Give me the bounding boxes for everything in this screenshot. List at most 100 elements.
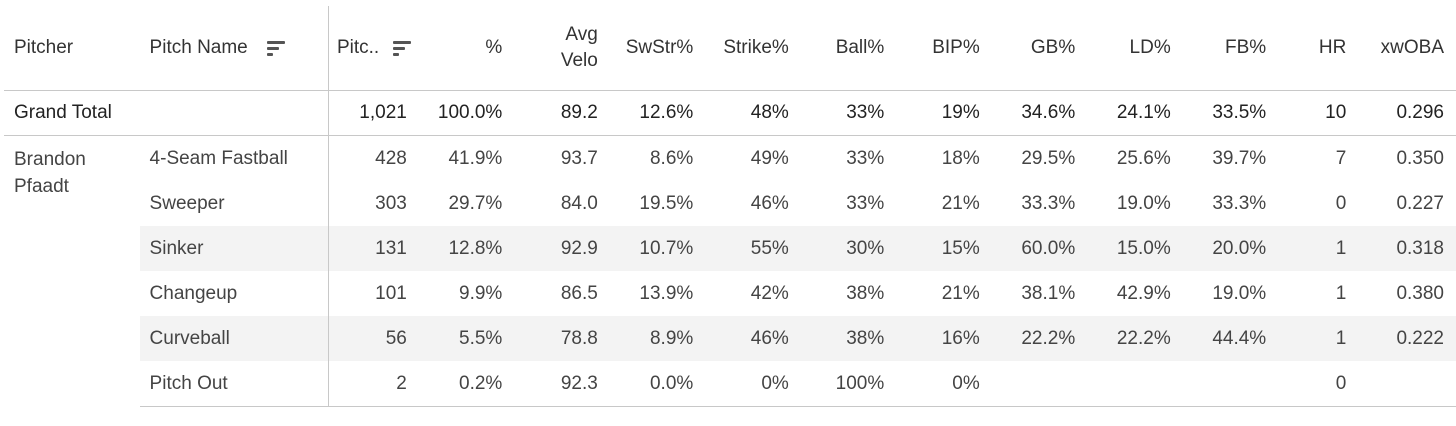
table-cell[interactable]: 131 xyxy=(328,226,419,271)
table-cell[interactable]: 30% xyxy=(800,226,897,271)
header-pitches[interactable]: Pitc.. xyxy=(328,6,419,91)
table-cell[interactable]: 86.5 xyxy=(560,282,598,304)
header-hr[interactable]: HR xyxy=(1278,6,1359,91)
table-cell[interactable]: 33% xyxy=(846,192,885,214)
table-cell[interactable]: 18% xyxy=(941,147,980,169)
pitcher-name-cell[interactable]: Brandon Pfaadt xyxy=(4,135,140,407)
table-cell[interactable]: 0 xyxy=(1278,361,1359,407)
table-cell[interactable] xyxy=(991,361,1088,407)
pitch-name-cell[interactable]: 4-Seam Fastball xyxy=(139,135,329,181)
grand-total-cell[interactable]: 100.0% xyxy=(418,90,515,136)
table-cell[interactable]: 44.4% xyxy=(1182,316,1279,361)
table-cell[interactable]: 428 xyxy=(375,147,407,169)
table-cell[interactable]: 101 xyxy=(375,282,407,304)
table-cell[interactable]: 19.5% xyxy=(639,192,694,214)
header-swstr[interactable]: SwStr% xyxy=(609,6,706,91)
pitch-name-cell[interactable]: Pitch Out xyxy=(139,361,329,407)
header-ball[interactable]: Ball% xyxy=(800,6,897,91)
table-cell[interactable]: 1 xyxy=(1278,226,1359,271)
header-fb[interactable]: FB% xyxy=(1182,6,1279,91)
table-cell[interactable]: 7 xyxy=(1335,147,1347,169)
grand-total-cell[interactable]: 19% xyxy=(896,90,992,136)
table-cell[interactable]: 42.9% xyxy=(1116,282,1171,304)
grand-total-cell[interactable]: 24.1% xyxy=(1087,90,1183,136)
table-cell[interactable]: 84.0 xyxy=(560,192,598,214)
table-cell[interactable]: 0% xyxy=(896,361,992,407)
table-cell[interactable]: 56 xyxy=(328,316,419,361)
table-cell[interactable]: 93.7 xyxy=(560,147,598,169)
table-cell[interactable]: 92.9 xyxy=(514,226,610,271)
table-cell[interactable]: 29.5% xyxy=(1021,147,1076,169)
pitch-name-cell[interactable]: Sweeper xyxy=(139,181,329,226)
table-cell[interactable]: 38.1% xyxy=(1021,282,1076,304)
table-cell[interactable]: 0.222 xyxy=(1358,316,1456,361)
grand-total-cell[interactable]: 34.6% xyxy=(991,90,1088,136)
table-cell[interactable]: 21% xyxy=(941,282,980,304)
table-cell[interactable]: 60.0% xyxy=(991,226,1088,271)
table-cell[interactable]: 21% xyxy=(941,192,980,214)
table-cell[interactable]: 0.0% xyxy=(609,361,706,407)
table-cell[interactable]: 0.227 xyxy=(1396,192,1444,214)
table-cell[interactable]: 5.5% xyxy=(418,316,515,361)
table-cell[interactable]: 15% xyxy=(896,226,992,271)
header-strike[interactable]: Strike% xyxy=(705,6,801,91)
table-cell[interactable]: 2 xyxy=(328,361,419,407)
table-cell[interactable]: 92.3 xyxy=(514,361,610,407)
table-cell[interactable]: 8.6% xyxy=(649,147,694,169)
pitch-name-cell[interactable]: Curveball xyxy=(139,316,329,361)
header-pitch-name[interactable]: Pitch Name xyxy=(139,6,329,91)
table-cell[interactable]: 33.3% xyxy=(1021,192,1076,214)
table-cell[interactable]: 8.9% xyxy=(609,316,706,361)
grand-total-cell[interactable]: 0.296 xyxy=(1358,90,1456,136)
table-cell[interactable]: 38% xyxy=(800,316,897,361)
grand-total-cell[interactable]: 12.6% xyxy=(609,90,706,136)
table-cell[interactable]: 19.0% xyxy=(1212,282,1267,304)
table-cell[interactable]: 12.8% xyxy=(418,226,515,271)
grand-total-cell[interactable]: 33% xyxy=(800,90,897,136)
table-cell[interactable]: 19.0% xyxy=(1116,192,1171,214)
grand-total-cell[interactable]: 10 xyxy=(1278,90,1359,136)
table-cell[interactable]: 22.2% xyxy=(991,316,1088,361)
table-cell[interactable]: 46% xyxy=(705,316,801,361)
header-xwoba[interactable]: xwOBA xyxy=(1358,6,1456,91)
table-cell[interactable]: 100% xyxy=(800,361,897,407)
table-cell[interactable]: 46% xyxy=(750,192,789,214)
table-cell[interactable]: 15.0% xyxy=(1087,226,1183,271)
table-cell[interactable]: 78.8 xyxy=(514,316,610,361)
table-cell[interactable]: 0.2% xyxy=(418,361,515,407)
table-cell[interactable]: 0.350 xyxy=(1396,147,1444,169)
grand-total-cell[interactable]: 89.2 xyxy=(514,90,610,136)
sort-descending-icon[interactable] xyxy=(267,40,286,56)
pitch-name-cell[interactable]: Sinker xyxy=(139,226,329,271)
table-cell[interactable]: 29.7% xyxy=(448,192,503,214)
table-cell[interactable]: 20.0% xyxy=(1182,226,1279,271)
table-cell[interactable]: 303 xyxy=(375,192,407,214)
table-cell[interactable]: 16% xyxy=(896,316,992,361)
table-cell[interactable]: 1 xyxy=(1278,316,1359,361)
table-cell[interactable]: 33% xyxy=(846,147,885,169)
sort-descending-icon[interactable] xyxy=(392,40,411,56)
table-cell[interactable]: 0 xyxy=(1335,192,1347,214)
table-cell[interactable]: 49% xyxy=(750,147,789,169)
grand-total-cell[interactable]: 33.5% xyxy=(1182,90,1279,136)
table-cell[interactable] xyxy=(1087,361,1183,407)
table-cell[interactable]: 25.6% xyxy=(1116,147,1171,169)
table-cell[interactable] xyxy=(1358,361,1456,407)
table-cell[interactable]: 10.7% xyxy=(609,226,706,271)
table-cell[interactable]: 41.9% xyxy=(448,147,503,169)
header-pitcher[interactable]: Pitcher xyxy=(4,6,140,91)
table-cell[interactable]: 13.9% xyxy=(639,282,694,304)
table-cell[interactable]: 38% xyxy=(846,282,885,304)
table-cell[interactable]: 39.7% xyxy=(1212,147,1267,169)
table-cell[interactable]: 55% xyxy=(705,226,801,271)
grand-total-cell[interactable]: 1,021 xyxy=(328,90,419,136)
table-cell[interactable]: 33.3% xyxy=(1212,192,1267,214)
table-cell[interactable]: 42% xyxy=(750,282,789,304)
header-bip[interactable]: BIP% xyxy=(896,6,992,91)
pitch-name-cell[interactable]: Changeup xyxy=(139,271,329,316)
table-cell[interactable] xyxy=(1182,361,1279,407)
table-cell[interactable]: 22.2% xyxy=(1087,316,1183,361)
header-gb[interactable]: GB% xyxy=(991,6,1088,91)
table-cell[interactable]: 1 xyxy=(1335,282,1347,304)
table-cell[interactable]: 0.380 xyxy=(1396,282,1444,304)
